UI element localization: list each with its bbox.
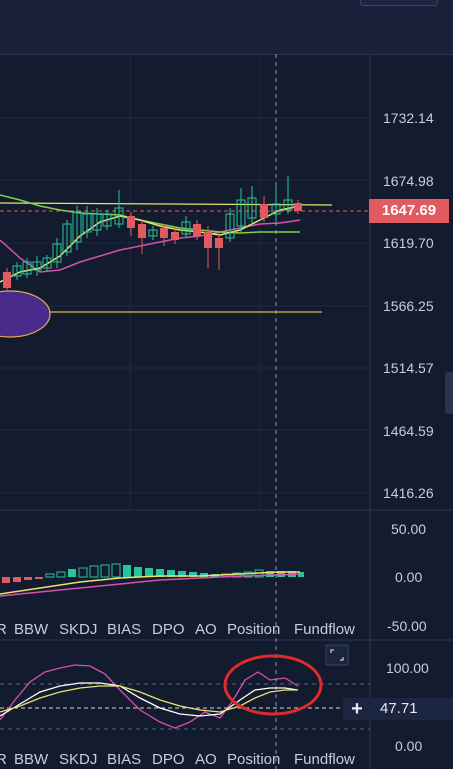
macd-line (0, 573, 301, 597)
expand-icon[interactable] (325, 644, 349, 666)
osc-tick: 0.00 (395, 738, 422, 754)
highlight-circle[interactable] (223, 654, 323, 716)
candle (92, 213, 102, 231)
tab-fundflow[interactable]: Fundflow (294, 621, 355, 638)
price-tick: 1566.25 (383, 298, 434, 314)
tab-bias[interactable]: BIAS (107, 621, 141, 638)
ma-line-green (0, 194, 300, 234)
price-tick: 1514.57 (383, 360, 434, 376)
price-tick: 1619.70 (383, 235, 434, 251)
candle (271, 203, 281, 215)
ma-line-magenta (0, 219, 301, 273)
price-tick: 1464.59 (383, 423, 434, 439)
candle (283, 199, 293, 211)
collapse-handle-icon[interactable] (445, 372, 453, 414)
drawn-horizontal-line[interactable] (0, 202, 333, 206)
price-tick: 1674.98 (383, 173, 434, 189)
current-price-tag: 1647.69 (369, 199, 449, 223)
tab-position[interactable]: Position (227, 621, 280, 638)
candle (181, 221, 191, 235)
indicator-tabs-bottom: R BBW SKDJ BIAS DPO AO Position Fundflow (0, 751, 355, 768)
candle (204, 232, 212, 248)
tab-dpo[interactable]: DPO (152, 621, 185, 638)
tab-r[interactable]: R (0, 621, 7, 638)
candle (102, 213, 112, 227)
price-tick: 1732.14 (383, 110, 434, 126)
tab-dpo[interactable]: DPO (152, 751, 185, 768)
candle (160, 228, 168, 238)
osc-line-magenta (0, 664, 299, 729)
tab-skdj[interactable]: SKDJ (59, 751, 97, 768)
candle (236, 199, 246, 227)
top-toolbar (0, 0, 453, 55)
candle (148, 229, 158, 237)
candle (42, 257, 52, 269)
candle (294, 203, 302, 211)
candle (22, 261, 32, 275)
drawn-ellipse[interactable] (0, 290, 51, 338)
candle (247, 197, 257, 219)
tab-bbw[interactable]: BBW (14, 751, 49, 768)
candle (114, 207, 124, 225)
signal-line (0, 571, 300, 595)
tab-position[interactable]: Position (227, 751, 280, 768)
osc-line-white (0, 682, 299, 717)
ma-line-yellow (0, 205, 301, 283)
tab-r[interactable]: R (0, 751, 7, 768)
macd-tick: 50.00 (391, 521, 426, 537)
price-tick: 1416.26 (383, 485, 434, 501)
candle (260, 204, 268, 218)
tab-bias[interactable]: BIAS (107, 751, 141, 768)
macd-histogram (2, 563, 304, 583)
plus-icon[interactable]: + (351, 698, 363, 720)
osc-tick: 100.00 (386, 660, 429, 676)
tab-ao[interactable]: AO (195, 751, 217, 768)
candle (193, 224, 201, 236)
candle (52, 243, 62, 263)
osc-current-value: 47.71 (380, 700, 418, 717)
grid (0, 54, 370, 510)
tab-fundflow[interactable]: Fundflow (294, 751, 355, 768)
candle (225, 213, 235, 239)
osc-line-yellow (0, 685, 298, 713)
osc-value-tag (343, 698, 453, 720)
candle (12, 265, 22, 277)
candle (62, 223, 72, 253)
macd-tick: 0.00 (395, 569, 422, 585)
candle (171, 232, 179, 240)
toolbar-button[interactable] (360, 0, 438, 6)
tab-ao[interactable]: AO (195, 621, 217, 638)
tab-bbw[interactable]: BBW (14, 621, 49, 638)
candle (32, 261, 42, 271)
candle (215, 238, 223, 248)
candle (72, 211, 82, 243)
tab-skdj[interactable]: SKDJ (59, 621, 97, 638)
candle (82, 213, 92, 233)
candle (127, 216, 135, 228)
candlesticks[interactable] (3, 176, 302, 292)
indicator-tabs-top: R BBW SKDJ BIAS DPO AO Position Fundflow (0, 621, 355, 638)
macd-tick: -50.00 (387, 618, 427, 634)
candle (138, 224, 146, 238)
candle (3, 272, 11, 288)
